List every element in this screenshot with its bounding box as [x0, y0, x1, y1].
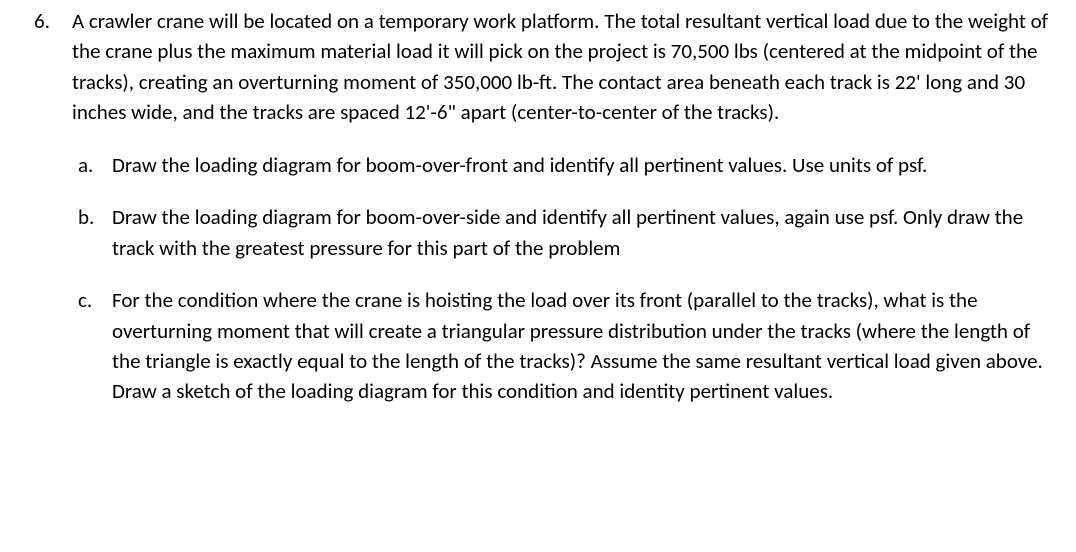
part-text: Draw the loading diagram for boom-over-s… [112, 202, 1058, 263]
part-b: b. Draw the loading diagram for boom-ove… [78, 202, 1058, 263]
part-a: a. Draw the loading diagram for boom-ove… [78, 150, 1058, 180]
part-text: Draw the loading diagram for boom-over-f… [112, 150, 1058, 180]
part-text: For the condition where the crane is hoi… [112, 285, 1058, 407]
page: 6. A crawler crane will be located on a … [0, 0, 1076, 417]
part-c: c. For the condition where the crane is … [78, 285, 1058, 407]
question-number: 6. [34, 6, 72, 36]
question-row: 6. A crawler crane will be located on a … [34, 6, 1058, 128]
part-label: c. [78, 285, 112, 315]
parts-list: a. Draw the loading diagram for boom-ove… [34, 150, 1058, 407]
part-label: a. [78, 150, 112, 180]
part-label: b. [78, 202, 112, 232]
question-stem: A crawler crane will be located on a tem… [72, 6, 1058, 128]
